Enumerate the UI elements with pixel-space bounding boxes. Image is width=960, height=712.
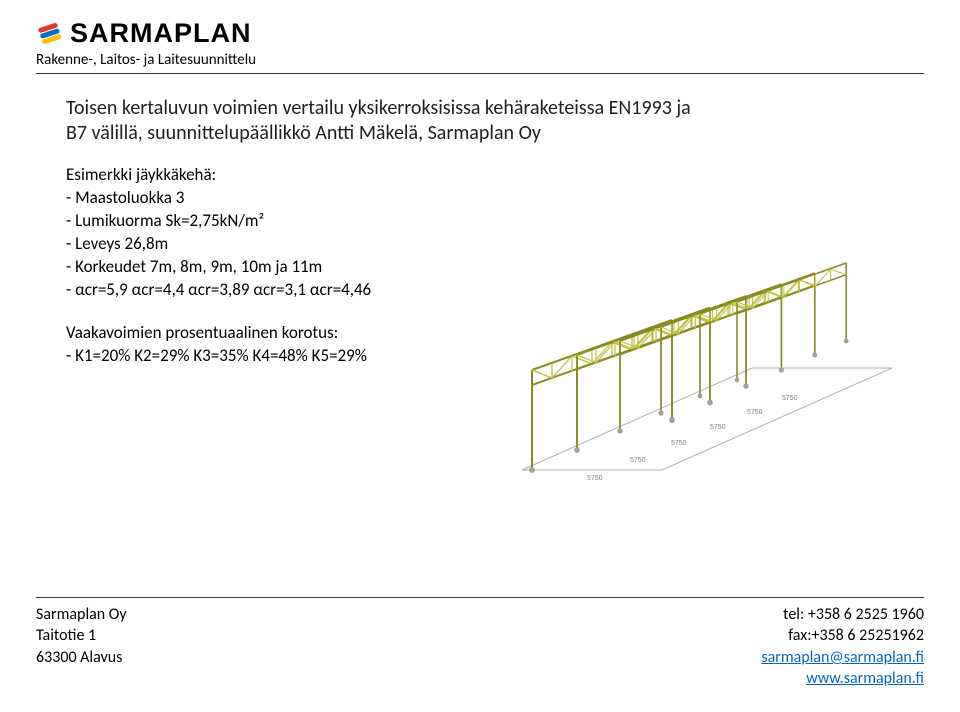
list-item: Maastoluokka 3 bbox=[66, 187, 371, 210]
logo-icon bbox=[36, 20, 64, 48]
list-item: Leveys 26,8m bbox=[66, 233, 371, 256]
logo-block: SARMAPLAN bbox=[36, 18, 252, 49]
slide: SARMAPLAN Rakenne-, Laitos- ja Laitesuun… bbox=[0, 0, 960, 712]
svg-text:5750: 5750 bbox=[710, 424, 726, 431]
example-list: Maastoluokka 3 Lumikuorma Sk=2,75kN/m² L… bbox=[66, 187, 371, 302]
footer-rule bbox=[36, 597, 924, 598]
horizontal-heading: Vaakavoimien prosentuaalinen korotus: bbox=[66, 322, 371, 345]
web-link[interactable]: www.sarmaplan.fi bbox=[806, 669, 924, 688]
horizontal-block: Vaakavoimien prosentuaalinen korotus: K1… bbox=[66, 322, 371, 368]
header-rule bbox=[36, 73, 924, 74]
list-item: Lumikuorma Sk=2,75kN/m² bbox=[66, 210, 371, 233]
svg-text:5750: 5750 bbox=[587, 475, 603, 482]
tel: tel: +358 6 2525 1960 bbox=[761, 604, 924, 626]
footer-row: Sarmaplan Oy Taitotie 1 63300 Alavus tel… bbox=[36, 604, 924, 690]
list-item: αcr=5,9 αcr=4,4 αcr=3,89 αcr=3,1 αcr=4,4… bbox=[66, 279, 371, 302]
email-link[interactable]: sarmaplan@sarmaplan.fi bbox=[761, 648, 924, 667]
fax: fax:+358 6 25251962 bbox=[761, 625, 924, 647]
horizontal-list: K1=20% K2=29% K3=35% K4=48% K5=29% bbox=[66, 345, 371, 368]
svg-text:5750: 5750 bbox=[747, 409, 763, 416]
list-item: K1=20% K2=29% K3=35% K4=48% K5=29% bbox=[66, 345, 371, 368]
example-heading: Esimerkki jäykkäkehä: bbox=[66, 164, 371, 187]
text-column: Esimerkki jäykkäkehä: Maastoluokka 3 Lum… bbox=[66, 164, 371, 368]
truss-figure: 5750 5750 5750 5750 5750 5750 bbox=[492, 170, 932, 500]
footer-right: tel: +358 6 2525 1960 fax:+358 6 2525196… bbox=[761, 604, 924, 690]
page-title: Toisen kertaluvun voimien vertailu yksik… bbox=[66, 96, 706, 146]
header: SARMAPLAN bbox=[36, 18, 924, 49]
svg-text:5750: 5750 bbox=[630, 457, 646, 464]
footer: Sarmaplan Oy Taitotie 1 63300 Alavus tel… bbox=[36, 597, 924, 690]
svg-text:5750: 5750 bbox=[671, 440, 687, 447]
brand-name: SARMAPLAN bbox=[70, 18, 252, 49]
company-city: 63300 Alavus bbox=[36, 647, 127, 669]
company-street: Taitotie 1 bbox=[36, 625, 127, 647]
svg-text:5750: 5750 bbox=[782, 395, 798, 402]
header-subtitle: Rakenne-, Laitos- ja Laitesuunnittelu bbox=[36, 51, 924, 69]
company-name: Sarmaplan Oy bbox=[36, 604, 127, 626]
list-item: Korkeudet 7m, 8m, 9m, 10m ja 11m bbox=[66, 256, 371, 279]
footer-left: Sarmaplan Oy Taitotie 1 63300 Alavus bbox=[36, 604, 127, 690]
